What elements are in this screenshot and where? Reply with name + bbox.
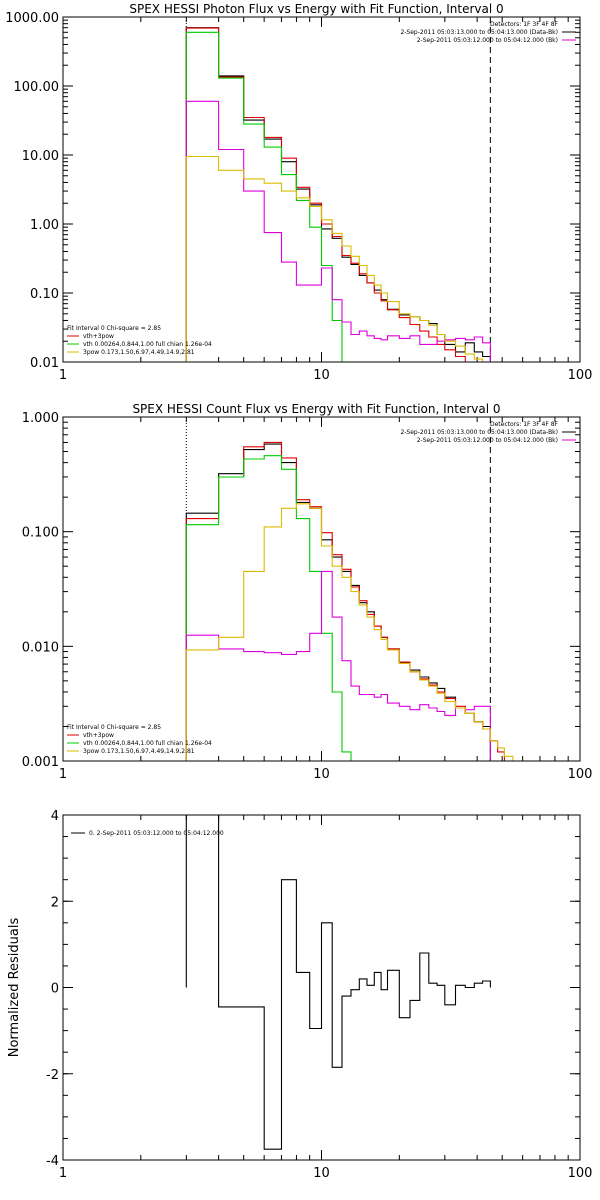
series-line-1 <box>185 443 491 761</box>
y-tick-label: -2 <box>46 1068 59 1083</box>
y-tick-label: 100.00 <box>14 80 60 95</box>
y-tick-label: 1.000 <box>22 411 59 426</box>
chart-panel-3: 1 10 100 -4 -2 0 2 4 Normalized Residuals 0. 2-Se… <box>7 809 592 1181</box>
x-tick-label: 100 <box>568 767 593 782</box>
plot-area <box>185 27 491 362</box>
y-tick-label: -4 <box>46 1154 59 1169</box>
y-tick-label: 2 <box>51 895 59 910</box>
series-line-5 <box>185 155 484 362</box>
series-line-2 <box>185 27 475 362</box>
plot-frame <box>62 16 581 363</box>
series-line-3 <box>185 31 343 362</box>
series-line-4 <box>185 570 491 761</box>
chart-title: SPEX HESSI Photon Flux vs Energy with Fi… <box>129 2 503 16</box>
legend-topright-text: 2-Sep-2011 05:03:13.000 to 05:04:13.000 … <box>400 29 558 36</box>
y-axis-label: Normalized Residuals <box>7 918 22 1058</box>
x-tick-label: 10 <box>313 368 330 383</box>
chart-panel-1: SPEX HESSI Photon Flux vs Energy with Fi… <box>5 2 593 383</box>
series-line-3 <box>185 455 352 761</box>
legend-bottomleft-text: 3pow 0.173,1.50,6.97,4.49,14.9,2.81 <box>83 748 195 755</box>
series-line-2 <box>185 441 514 761</box>
y-tick-label: 0.01 <box>30 356 59 371</box>
legend-topright-text: Detectors: 1F 3F 4F 8F <box>490 421 559 428</box>
chart-panel-2: SPEX HESSI Count Flux vs Energy with Fit… <box>22 402 593 782</box>
legend-bottomleft-text: vth 0.00264,0.844,1.00 full chian 1.26e-… <box>83 740 212 747</box>
legend-bottomleft-text: Fit Interval 0 Chi-square = 2.85 <box>67 325 161 332</box>
series-line-1 <box>185 815 491 1150</box>
y-tick-label: 0.001 <box>22 755 59 770</box>
legend-bottomleft-text: 3pow 0.173,1.50,6.97,4.49,14.9,2.81 <box>83 349 195 356</box>
y-tick-label: 1.00 <box>30 218 59 233</box>
legend-topright-text: 2-Sep-2011 05:03:13.000 to 05:04:13.000 … <box>400 429 558 436</box>
legend-topleft-text: 0. 2-Sep-2011 05:03:12.000 to 05:04:12.0… <box>89 830 224 837</box>
y-tick-label: 1000.00 <box>5 11 59 26</box>
x-tick-label: 1 <box>59 1166 67 1181</box>
y-tick-label: 0 <box>51 982 59 997</box>
legend-bottomleft-text: vth 0.00264,0.844,1.00 full chian 1.26e-… <box>83 341 212 348</box>
y-tick-label: 0.100 <box>22 526 59 541</box>
series-line-5 <box>185 503 514 761</box>
x-tick-label: 100 <box>568 1166 593 1181</box>
legend-bottomleft-text: Fit Interval 0 Chi-square = 2.85 <box>67 724 161 731</box>
x-tick-label: 10 <box>313 767 330 782</box>
y-tick-label: 0.10 <box>30 287 59 302</box>
series-line-4 <box>185 100 491 362</box>
x-tick-label: 10 <box>313 1166 330 1181</box>
legend-topright-text: 2-Sep-2011 05:03:12.000 to 05:04:12.000 … <box>417 437 558 444</box>
x-tick-label: 1 <box>59 767 67 782</box>
legend-bottomleft-text: vth+3pow <box>83 732 114 739</box>
x-tick-label: 1 <box>59 368 67 383</box>
y-tick-label: 0.010 <box>22 640 59 655</box>
legend-topright-text: Detectors: 1F 3F 4F 8F <box>490 21 559 28</box>
legend-bottomleft-text: vth+3pow <box>83 333 114 340</box>
y-tick-label: 4 <box>51 809 59 824</box>
x-tick-label: 100 <box>568 368 593 383</box>
y-tick-label: 10.00 <box>22 149 59 164</box>
plot-frame <box>62 814 581 1161</box>
chart-title: SPEX HESSI Count Flux vs Energy with Fit… <box>132 402 500 416</box>
plot-area <box>185 815 491 1150</box>
plot-frame <box>62 416 581 762</box>
legend-topright-text: 2-Sep-2011 05:03:12.000 to 05:04:12.000 … <box>417 37 558 44</box>
plot-area <box>185 441 514 761</box>
